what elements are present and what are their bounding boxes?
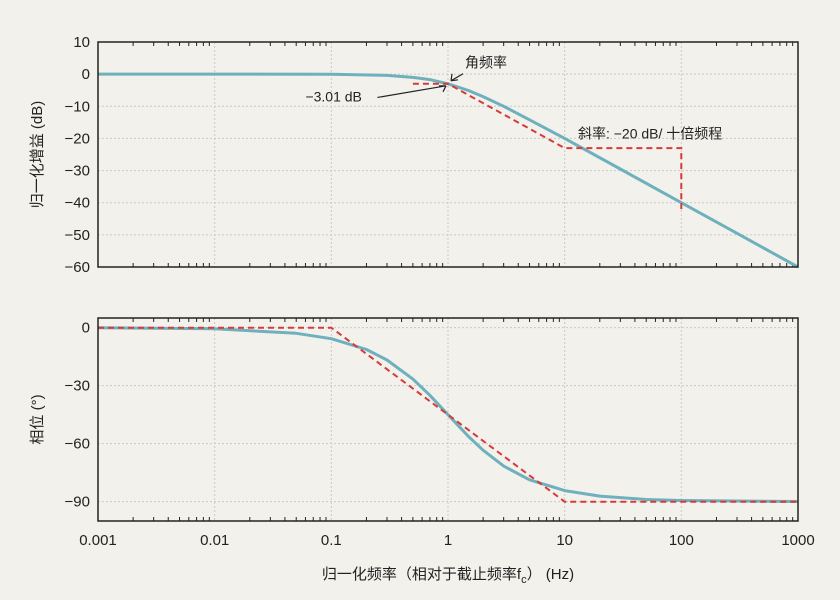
x-axis-label-unit: ） (Hz) (527, 566, 575, 583)
y-tick-label: −60 (65, 436, 90, 453)
y-tick-label: −40 (65, 195, 90, 212)
y-tick-label: −50 (65, 227, 90, 244)
magnitude-y-axis-label: 归一化增益 (dB) (29, 101, 46, 209)
corner-frequency-arrow (450, 73, 464, 82)
y-tick-label: −30 (65, 163, 90, 180)
minus-3db-annotation: −3.01 dB (305, 88, 361, 104)
magnitude-annotations: 角频率 −3.01 dB 斜率: −20 dB/ 十倍频程 (305, 55, 722, 142)
magnitude-series (98, 72, 799, 269)
x-tick-label: 1 (444, 532, 452, 549)
corner-frequency-annotation: 角频率 (465, 55, 507, 71)
x-tick-label: 100 (669, 532, 694, 549)
x-axis-label-main: 归一化频率（相对于截止频率f (322, 566, 522, 583)
y-tick-label: 0 (82, 320, 90, 337)
x-tick-label: 0.001 (79, 532, 117, 549)
magnitude-plot-frame (97, 41, 799, 268)
phase-plot-frame (97, 317, 799, 522)
minus-3db-arrow (377, 85, 447, 99)
phase-grid (97, 318, 799, 521)
magnitude-panel: 10 0 −10 −20 −30 −40 −50 −60 归一化增益 (dB) 角频率 −3.… (29, 34, 799, 276)
y-tick-label: −20 (65, 130, 90, 147)
y-tick-label: −90 (65, 494, 90, 511)
y-tick-label: −60 (65, 259, 90, 276)
slope-annotation: 斜率: −20 dB/ 十倍频程 (578, 125, 722, 141)
y-tick-label: −10 (65, 98, 90, 115)
ph-asymptote-line (98, 326, 798, 503)
mag-response-curve (98, 72, 799, 269)
x-tick-label: 0.01 (200, 532, 229, 549)
x-axis-label-subscript: c (521, 574, 527, 586)
phase-series (97, 326, 799, 503)
magnitude-tick-labels: 10 0 −10 −20 −30 −40 −50 −60 (65, 34, 90, 276)
frequency-x-axis-label: 归一化频率（相对于截止频率fc） (Hz) (322, 566, 574, 586)
mag-asymptote-line (412, 82, 683, 213)
phase-panel: 0−30−60−900.001 0.01 0.1 1 10 100 1000 相位 (°) … (29, 317, 815, 586)
phase-tick-labels: 0 −30 −60 −90 0.001 0.01 0.1 1 10 100 1000 (65, 320, 815, 549)
y-tick-label: 10 (73, 34, 90, 51)
magnitude-grid (97, 41, 799, 268)
x-tick-label: 10 (556, 532, 573, 549)
y-tick-label: 0 (82, 66, 90, 83)
ph-response-curve (97, 326, 799, 503)
phase-y-axis-label: 相位 (°) (29, 394, 46, 444)
y-tick-label: −30 (65, 378, 90, 395)
x-tick-label: 1000 (781, 532, 814, 549)
x-tick-label: 0.1 (321, 532, 342, 549)
